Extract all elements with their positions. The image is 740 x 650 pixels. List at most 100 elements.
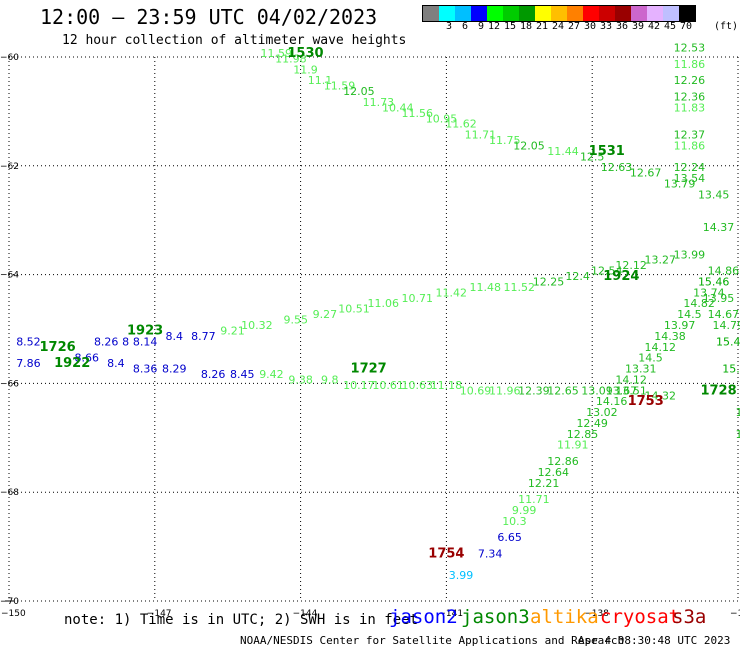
- wave-height-value: 10.95: [426, 112, 458, 125]
- wave-height-value: 11.75: [489, 134, 521, 147]
- wave-height-value: 14.5: [677, 308, 702, 321]
- wave-height-value: 12.63: [601, 161, 633, 174]
- legend-swatch: [679, 6, 695, 21]
- wave-height-value: 11.71: [518, 493, 550, 506]
- wave-height-value: 12.64: [538, 466, 570, 479]
- wave-height-value: 14.16: [596, 395, 628, 408]
- wave-height-value: 14.67: [708, 308, 740, 321]
- wave-height-value: 12.05: [343, 85, 375, 98]
- legend-label: 18: [519, 21, 532, 32]
- x-tick-label: −147: [147, 609, 172, 619]
- wave-height-value: 11.59: [324, 80, 356, 93]
- legend-label: 12: [487, 21, 500, 32]
- wave-height-value: 13.8: [735, 406, 740, 419]
- wave-height-value: 11.06: [367, 297, 399, 310]
- wave-height-value: 13.02: [586, 406, 618, 419]
- wave-height-value: 10.17: [343, 379, 375, 392]
- pass-time-label: 1924: [603, 269, 639, 284]
- legend-label: 6: [461, 21, 468, 32]
- wave-height-value: 11.73: [363, 96, 395, 109]
- legend-swatch: [615, 6, 631, 21]
- legend-label: 24: [551, 21, 564, 32]
- wave-height-value: 13.27: [644, 254, 676, 267]
- legend-unit: (ft): [714, 21, 739, 32]
- wave-height-value: 12.25: [533, 275, 565, 288]
- wave-height-value: 11.18: [431, 379, 463, 392]
- wave-height-value: 11.42: [436, 286, 468, 299]
- legend-label: 70: [679, 21, 692, 32]
- wave-height-value: 10.32: [241, 319, 273, 332]
- wave-height-value: 8.26: [94, 335, 119, 348]
- legend-label: 42: [647, 21, 660, 32]
- wave-height-value: 8.36: [133, 363, 158, 376]
- chart-subtitle: 12 hour collection of altimeter wave hei…: [62, 33, 407, 48]
- wave-height-value: 14.12: [644, 341, 676, 354]
- wave-height-value: 11.96: [489, 384, 521, 397]
- wave-height-value: 14.82: [683, 297, 715, 310]
- legend-swatch: [439, 6, 455, 21]
- wave-height-value: 14.79: [713, 319, 740, 332]
- x-tick-label: −141: [438, 609, 463, 619]
- legend-swatch: [423, 6, 439, 21]
- wave-height-value: 11.86: [674, 58, 706, 71]
- y-tick-label: −70: [0, 597, 19, 607]
- wave-height-value: 11.59: [261, 47, 293, 60]
- legend-label: 33: [599, 21, 612, 32]
- y-tick-label: −66: [0, 379, 19, 389]
- wave-height-value: 15.72: [722, 363, 740, 376]
- wave-height-value: 12.67: [630, 167, 662, 180]
- x-tick-label: −135: [730, 609, 740, 619]
- wave-height-value: 12.53: [674, 42, 706, 55]
- wave-height-value: 12.86: [547, 455, 579, 468]
- legend-swatch: [471, 6, 487, 21]
- pass-time-label: 1726: [40, 340, 76, 355]
- legend-swatch: [487, 6, 503, 21]
- wave-height-value: 15.4: [716, 335, 740, 348]
- wave-height-value: 8.14: [133, 335, 158, 348]
- x-tick-label: −138: [584, 609, 609, 619]
- wave-height-value: 13.45: [698, 188, 730, 201]
- wave-height-value: 13.67: [606, 384, 638, 397]
- wave-height-value: 6.65: [497, 531, 522, 544]
- legend-label: 27: [567, 21, 580, 32]
- wave-height-value: 13.31: [625, 363, 657, 376]
- wave-height-value: 11.1: [308, 74, 333, 87]
- legend-swatch: [647, 6, 663, 21]
- wave-height-value: 8.77: [191, 330, 216, 343]
- wave-height-value: 10.63: [401, 379, 433, 392]
- legend-swatch: [631, 6, 647, 21]
- legend-label: 39: [631, 21, 644, 32]
- wave-height-value: 13.79: [664, 178, 696, 191]
- wave-height-value: 14.38: [654, 330, 686, 343]
- legend-label: 3: [445, 21, 452, 32]
- y-tick-label: −60: [0, 53, 19, 63]
- satellite-label-jason2: jason2: [389, 606, 458, 628]
- wave-height-value: 13.97: [664, 319, 696, 332]
- chart-title: 12:00 – 23:59 UTC 04/02/2023: [40, 5, 378, 29]
- footer-note: note: 1) Time is in UTC; 2) SWH is in fe…: [64, 612, 419, 628]
- wave-height-value: 12.54: [591, 265, 623, 278]
- wave-height-value: 12.05: [513, 139, 545, 152]
- wave-height-value: 13.51: [615, 384, 647, 397]
- satellite-label-altika: altika: [530, 606, 599, 628]
- wave-height-value: 14.86: [708, 265, 740, 278]
- wave-height-value: 10.61: [372, 379, 404, 392]
- wave-height-value: 8.52: [16, 335, 41, 348]
- pass-time-label: 1727: [351, 362, 387, 377]
- wave-height-value: 13.54: [674, 172, 706, 185]
- wave-height-value: 8: [122, 335, 129, 348]
- wave-height-value: 9.99: [512, 504, 537, 517]
- pass-time-label: 1728: [700, 383, 736, 398]
- wave-height-value: 9.42: [259, 368, 284, 381]
- legend-label: 9: [477, 21, 484, 32]
- y-tick-label: −64: [0, 271, 19, 281]
- x-tick-label: −150: [1, 609, 26, 619]
- wave-height-value: 8.4: [107, 357, 125, 370]
- wave-height-value: 14.5: [638, 352, 663, 365]
- legend-swatch: [535, 6, 551, 21]
- wave-height-value: 14.37: [703, 221, 735, 234]
- wave-height-value: 12.39: [518, 384, 550, 397]
- wave-height-value: 11.86: [674, 139, 706, 152]
